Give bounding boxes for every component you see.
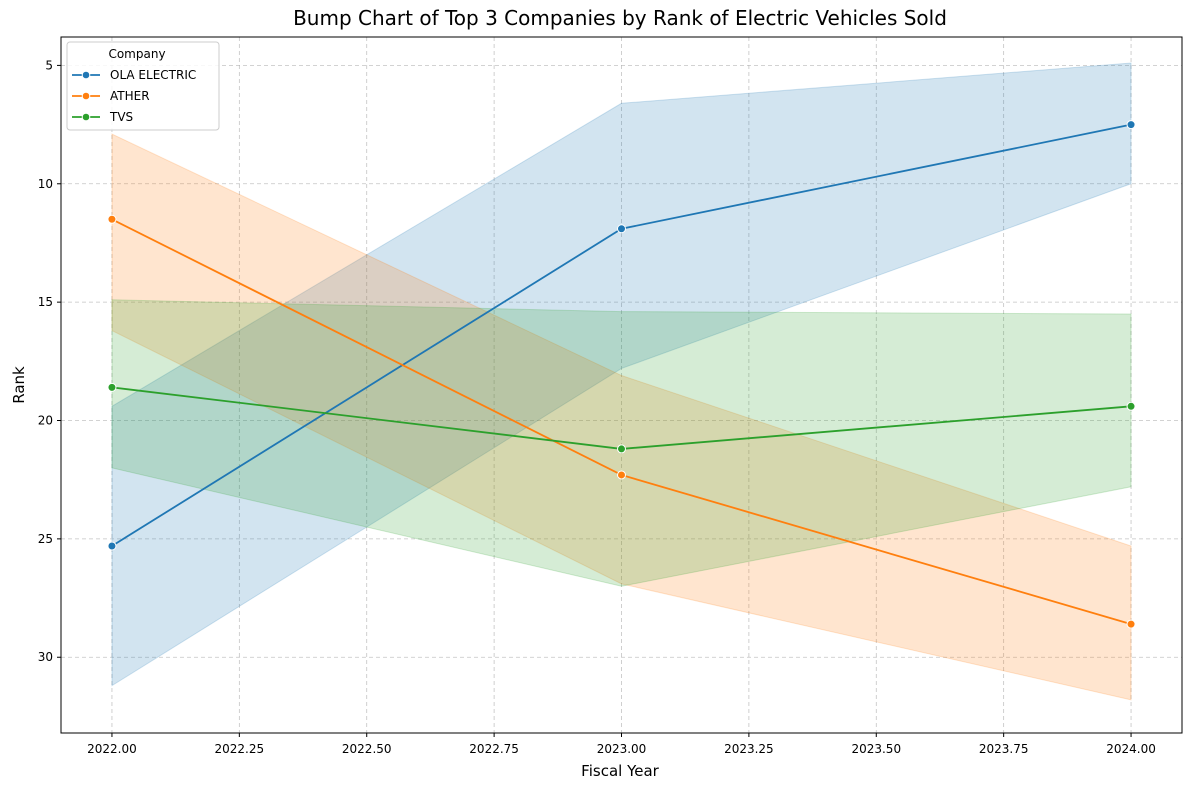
legend-marker-tvs [81, 112, 91, 122]
y-tick-label: 20 [38, 414, 53, 428]
y-tick-label: 25 [38, 532, 53, 546]
point-ola-electric [107, 541, 117, 551]
y-tick-label: 30 [38, 650, 53, 664]
x-axis-label: Fiscal Year [581, 762, 659, 780]
y-tick-label: 5 [45, 58, 53, 72]
point-tvs [1126, 401, 1136, 411]
y-tick-label: 15 [38, 295, 53, 309]
legend: Company OLA ELECTRIC ATHER TVS [66, 41, 220, 131]
x-tick-label: 2022.50 [342, 742, 392, 756]
x-tick-label: 2023.75 [979, 742, 1029, 756]
band-ola-electric [111, 62, 1132, 687]
legend-label-tvs: TVS [109, 110, 133, 124]
legend-box [66, 41, 220, 131]
x-tick-label: 2023.00 [597, 742, 647, 756]
legend-title: Company [108, 47, 165, 61]
legend-marker-ola-electric [81, 70, 91, 80]
grid [61, 37, 1182, 733]
point-tvs [617, 444, 626, 454]
point-tvs [107, 382, 117, 392]
x-tick-label: 2022.75 [469, 742, 519, 756]
x-tick-label: 2023.25 [724, 742, 774, 756]
point-ather [617, 470, 626, 480]
point-ather [1126, 619, 1136, 629]
confidence-bands [111, 62, 1132, 701]
legend-marker-ather [81, 91, 91, 101]
band-tvs [111, 299, 1132, 587]
band-ather [111, 133, 1132, 701]
point-ola-electric [1126, 120, 1136, 130]
y-axis-label: Rank [10, 366, 28, 404]
x-tick-label: 2022.00 [87, 742, 137, 756]
x-tick-label: 2023.50 [851, 742, 901, 756]
legend-label-ola-electric: OLA ELECTRIC [110, 68, 196, 82]
point-ather [107, 214, 117, 224]
y-tick-label: 10 [38, 177, 53, 191]
series-points [107, 120, 1136, 629]
x-axis-ticks: 2022.00 2022.25 2022.50 2022.75 2023.00 2023.… [87, 733, 1156, 756]
x-tick-label: 2024.00 [1106, 742, 1156, 756]
legend-label-ather: ATHER [110, 89, 150, 103]
y-axis-ticks: 5 10 15 20 25 30 [38, 58, 61, 664]
point-ola-electric [617, 224, 626, 234]
chart-title: Bump Chart of Top 3 Companies by Rank of… [293, 6, 947, 30]
x-tick-label: 2022.25 [215, 742, 265, 756]
